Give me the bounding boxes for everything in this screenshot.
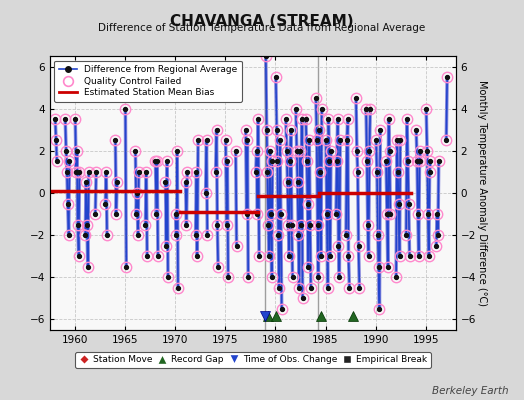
Y-axis label: Monthly Temperature Anomaly Difference (°C): Monthly Temperature Anomaly Difference (…	[477, 80, 487, 306]
Text: Berkeley Earth: Berkeley Earth	[432, 386, 508, 396]
Legend: Station Move, Record Gap, Time of Obs. Change, Empirical Break: Station Move, Record Gap, Time of Obs. C…	[75, 352, 431, 368]
Text: Difference of Station Temperature Data from Regional Average: Difference of Station Temperature Data f…	[99, 23, 425, 33]
Text: CHAVANGA (STREAM): CHAVANGA (STREAM)	[170, 14, 354, 29]
Legend: Difference from Regional Average, Quality Control Failed, Estimated Station Mean: Difference from Regional Average, Qualit…	[54, 60, 242, 102]
